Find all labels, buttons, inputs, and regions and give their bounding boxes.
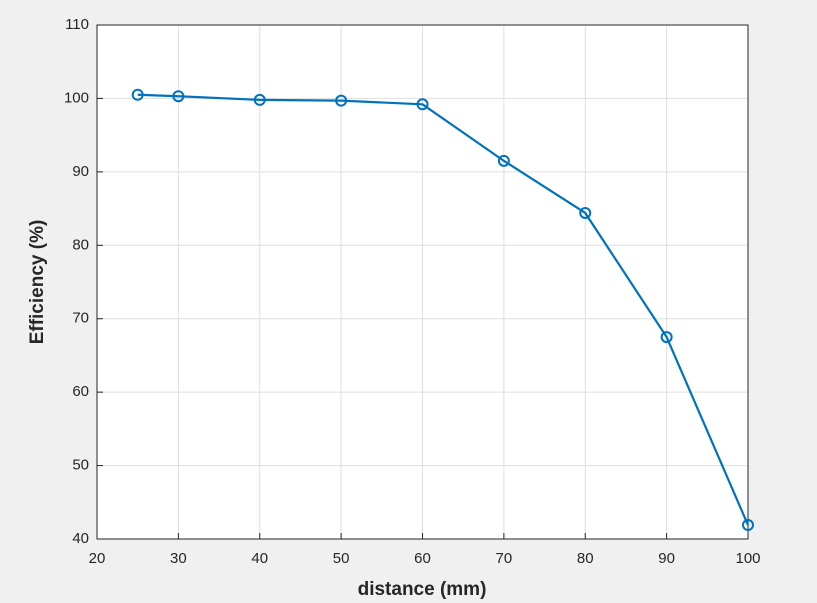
data-point bbox=[660, 331, 673, 344]
data-point bbox=[497, 154, 510, 167]
x-tick-label: 30 bbox=[170, 550, 187, 567]
data-point bbox=[335, 94, 348, 107]
x-axis-label: distance (mm) bbox=[358, 579, 487, 600]
data-line bbox=[137, 93, 750, 526]
y-tick-label: 60 bbox=[72, 383, 89, 400]
data-point bbox=[253, 93, 266, 106]
x-tick-label: 70 bbox=[496, 550, 513, 567]
y-tick-label: 70 bbox=[72, 310, 89, 327]
x-tick-label: 80 bbox=[577, 550, 594, 567]
y-tick-label: 100 bbox=[64, 89, 89, 106]
y-tick-label: 50 bbox=[72, 457, 89, 474]
y-tick-label: 40 bbox=[72, 530, 89, 547]
y-tick-label: 110 bbox=[65, 16, 89, 33]
y-tick-label: 90 bbox=[72, 163, 89, 180]
y-axis-label: Efficiency (%) bbox=[27, 220, 48, 345]
x-tick-label: 50 bbox=[333, 550, 350, 567]
x-tick-label: 20 bbox=[89, 550, 106, 567]
x-tick-label: 90 bbox=[658, 550, 675, 567]
data-point bbox=[172, 90, 185, 103]
data-point bbox=[579, 206, 592, 219]
x-tick-label: 60 bbox=[414, 550, 431, 567]
x-tick-label: 100 bbox=[735, 550, 760, 567]
y-tick-label: 80 bbox=[72, 236, 89, 253]
axes-box bbox=[96, 24, 749, 540]
x-tick-label: 40 bbox=[251, 550, 268, 567]
data-point bbox=[742, 519, 754, 532]
data-point bbox=[416, 98, 429, 111]
data-point bbox=[131, 88, 144, 101]
